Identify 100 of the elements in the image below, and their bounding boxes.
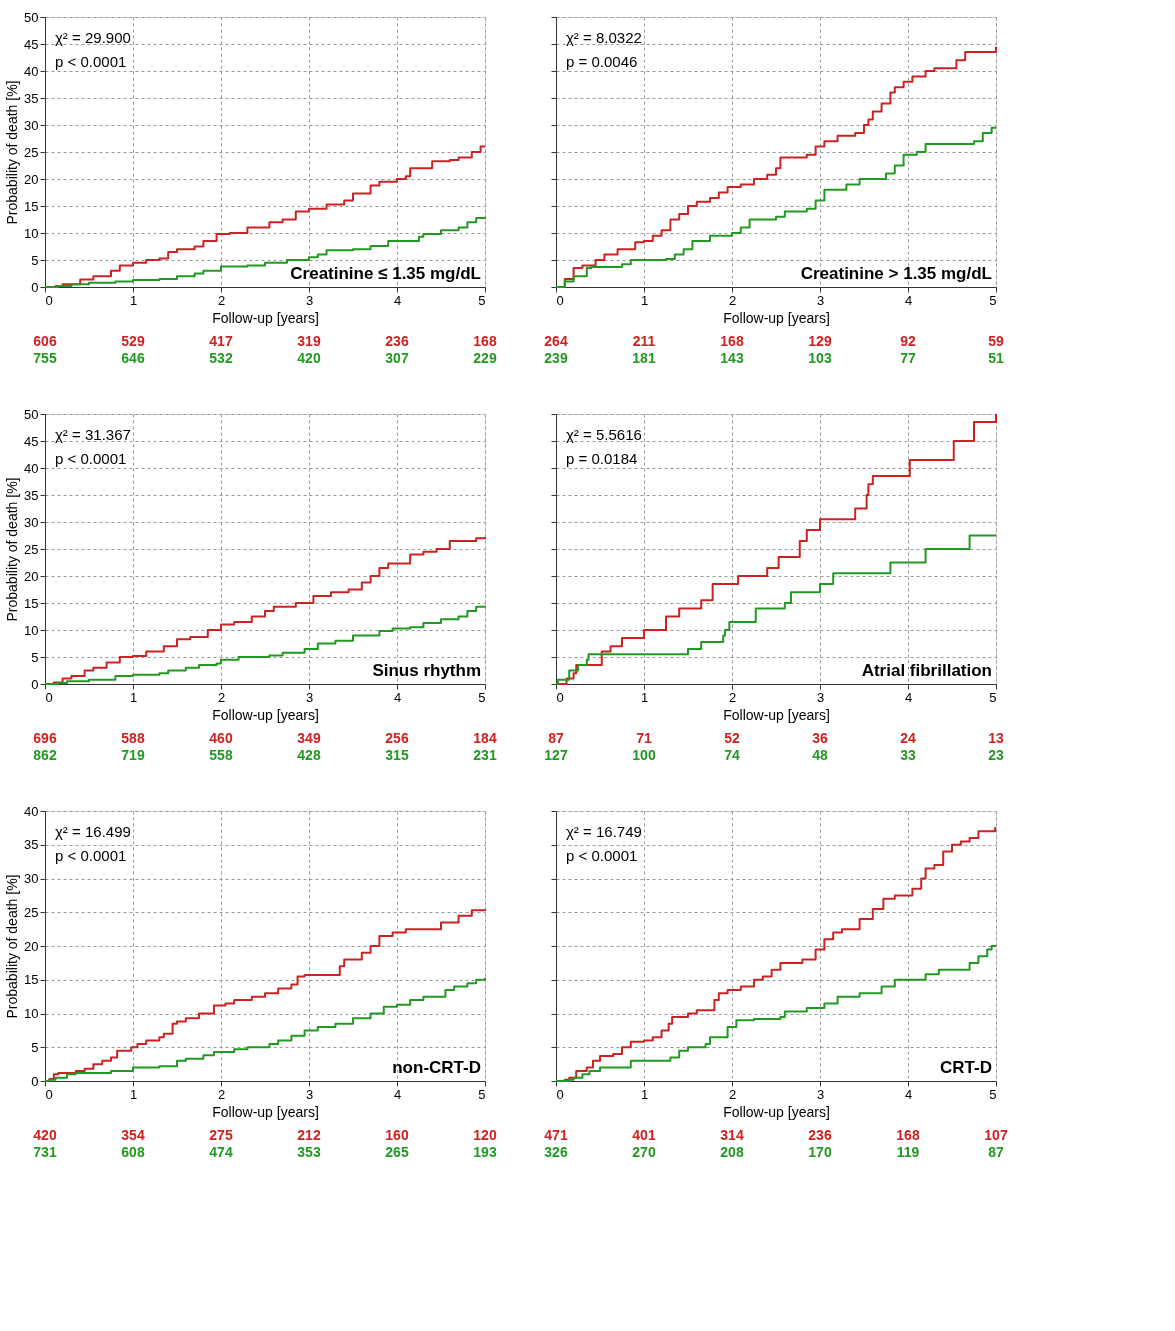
text: 87 — [988, 1144, 1004, 1160]
y-tick-label: 35 — [24, 837, 39, 853]
x-tick-label: 5 — [989, 689, 997, 705]
x-tick-label: 5 — [478, 689, 486, 705]
y-tick-label: 30 — [24, 871, 39, 886]
text: 646 — [121, 350, 145, 366]
text: 193 — [473, 1144, 497, 1160]
annotation: p = 0.0046 — [566, 53, 638, 70]
y-tick-label: 25 — [24, 541, 39, 557]
text: 256 — [385, 730, 409, 746]
x-tick-label: 4 — [393, 1086, 402, 1102]
text: 529 — [121, 333, 145, 349]
text: 48 — [812, 747, 828, 763]
y-tick-label: 50 — [24, 406, 39, 422]
text: 862 — [33, 747, 57, 763]
y-tick-label: 5 — [31, 649, 39, 665]
text: 100 — [632, 747, 656, 763]
text: 417 — [209, 333, 233, 349]
x-tick-label: 1 — [129, 689, 138, 705]
text: 264 — [544, 333, 568, 349]
x-axis-title: Follow-up [years] — [212, 706, 319, 723]
text: Sinus rhythm — [372, 661, 481, 680]
text: 127 — [544, 747, 568, 763]
x-tick-label: 2 — [728, 292, 737, 308]
y-tick-label: 20 — [24, 171, 39, 187]
y-tick-label: 30 — [24, 514, 39, 530]
x-tick-label: 0 — [45, 689, 53, 705]
text: 129 — [808, 333, 832, 349]
text: 23 — [988, 747, 1004, 763]
y-tick-label: 35 — [24, 487, 39, 503]
text: 168 — [720, 333, 744, 349]
y-tick-label: 0 — [31, 676, 39, 692]
y-axis-title: Probability of death [%] — [4, 874, 21, 1019]
x-tick-label: 3 — [305, 689, 314, 705]
text: 239 — [544, 350, 568, 366]
text: 77 — [900, 350, 916, 366]
text: 71 — [636, 730, 652, 746]
y-tick-label: 25 — [24, 144, 39, 160]
y-tick-label: 30 — [24, 117, 39, 133]
x-tick-label: 1 — [129, 292, 138, 308]
text: 696 — [33, 730, 57, 746]
x-tick-label: 5 — [989, 1086, 997, 1102]
annotation: p = 0.0184 — [566, 450, 638, 467]
x-tick-label: 2 — [217, 292, 226, 308]
x-tick-label: 0 — [45, 1086, 53, 1102]
y-tick-label: 10 — [24, 622, 39, 638]
y-tick-label: 0 — [31, 1073, 39, 1089]
text: 275 — [209, 1127, 233, 1143]
annotation: χ² = 8.0322 — [566, 29, 642, 46]
x-tick-label: 2 — [217, 689, 226, 705]
x-tick-label: 3 — [816, 292, 825, 308]
text: Creatinine ≤ 1.35 mg/dL — [290, 264, 481, 283]
x-tick-label: 4 — [904, 292, 913, 308]
text: 92 — [900, 333, 916, 349]
y-tick-label: 40 — [24, 803, 39, 819]
x-tick-label: 1 — [640, 689, 649, 705]
x-axis-title: Follow-up [years] — [723, 1103, 830, 1120]
text: 270 — [632, 1144, 656, 1160]
text: 51 — [988, 350, 1004, 366]
y-tick-label: 35 — [24, 90, 39, 106]
text: 558 — [209, 747, 233, 763]
text: Creatinine > 1.35 mg/dL — [800, 264, 992, 283]
text: 59 — [988, 333, 1004, 349]
y-axis-title: Probability of death [%] — [4, 477, 21, 622]
x-tick-label: 5 — [478, 292, 486, 308]
y-tick-label: 10 — [24, 1006, 39, 1021]
y-tick-label: 5 — [31, 1039, 39, 1055]
text: 168 — [896, 1127, 920, 1143]
x-axis-title: Follow-up [years] — [212, 1103, 319, 1120]
text: 719 — [121, 747, 145, 763]
x-tick-label: 0 — [556, 292, 564, 308]
text: CRT-D — [940, 1058, 992, 1077]
text: 160 — [385, 1127, 409, 1143]
y-axis-title: Probability of death [%] — [4, 80, 21, 225]
text: 265 — [385, 1144, 409, 1160]
x-tick-label: 5 — [478, 1086, 486, 1102]
annotation: χ² = 5.5616 — [566, 426, 642, 443]
text: 74 — [724, 747, 740, 763]
y-tick-label: 15 — [24, 198, 39, 214]
x-tick-label: 2 — [217, 1086, 226, 1102]
text: 236 — [808, 1127, 832, 1143]
annotation: p < 0.0001 — [55, 847, 127, 864]
y-tick-label: 20 — [24, 938, 39, 954]
text: 420 — [297, 350, 321, 366]
text: 731 — [33, 1144, 57, 1160]
x-tick-label: 0 — [556, 689, 564, 705]
text: 170 — [808, 1144, 832, 1160]
text: 236 — [385, 333, 409, 349]
x-tick-label: 1 — [640, 292, 649, 308]
x-tick-label: 1 — [640, 1086, 649, 1102]
x-tick-label: 3 — [816, 1086, 825, 1102]
x-tick-label: 1 — [129, 1086, 138, 1102]
text: 143 — [720, 350, 744, 366]
text: Atrial fibrillation — [861, 661, 992, 680]
x-tick-label: 0 — [45, 292, 53, 308]
y-tick-label: 45 — [24, 36, 39, 52]
text: 212 — [297, 1127, 321, 1143]
text: 608 — [121, 1144, 145, 1160]
annotation: χ² = 16.499 — [55, 823, 131, 840]
text: 87 — [548, 730, 564, 746]
